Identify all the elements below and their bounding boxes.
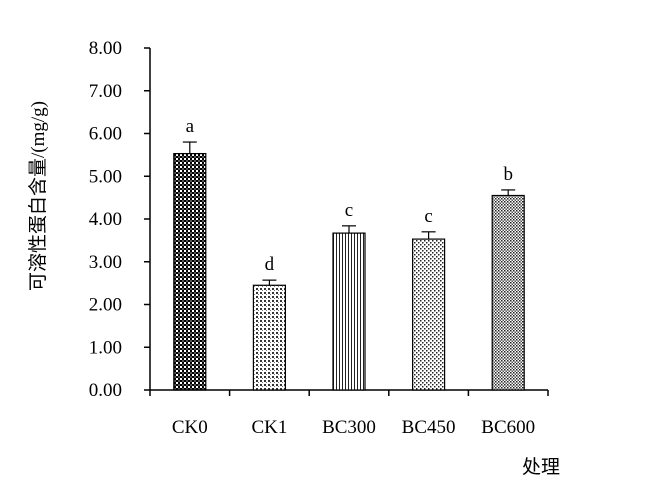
category-label: BC600 [481, 417, 535, 438]
bar-ck0 [173, 152, 207, 391]
significance-label: b [503, 164, 513, 185]
bar-bc600 [491, 194, 525, 391]
y-tick-label: 3.00 [89, 252, 122, 273]
category-label: CK0 [172, 417, 208, 438]
y-tick-label: 5.00 [89, 166, 122, 187]
significance-label: a [186, 116, 195, 137]
category-label: BC300 [322, 417, 376, 438]
category-label: CK1 [251, 417, 287, 438]
y-axis-title: 可溶性蛋白含量/(mg/g) [27, 101, 49, 291]
significance-label: d [265, 254, 275, 275]
y-tick-label: 2.00 [89, 295, 122, 316]
category-label: BC450 [402, 417, 456, 438]
y-axis: 0.00 1.00 2.00 3.00 4.00 5.00 6.00 7.00 8.00 [89, 38, 151, 401]
y-tick-label: 8.00 [89, 38, 122, 59]
bar-bc450 [412, 238, 446, 391]
y-tick-label: 7.00 [89, 81, 122, 102]
bar-bc300 [332, 232, 366, 391]
y-tick-label: 1.00 [89, 337, 122, 358]
y-tick-label: 0.00 [89, 380, 122, 401]
bar-series: a CK0 d CK1 c BC300 c BC450 b BC600 [172, 116, 535, 438]
bar-ck1 [252, 284, 286, 391]
significance-label: c [345, 200, 353, 221]
y-tick-label: 4.00 [89, 209, 122, 230]
x-axis-title: 处理 [522, 456, 560, 478]
x-axis [149, 389, 549, 396]
y-tick-label: 6.00 [89, 124, 122, 145]
significance-label: c [424, 206, 432, 227]
